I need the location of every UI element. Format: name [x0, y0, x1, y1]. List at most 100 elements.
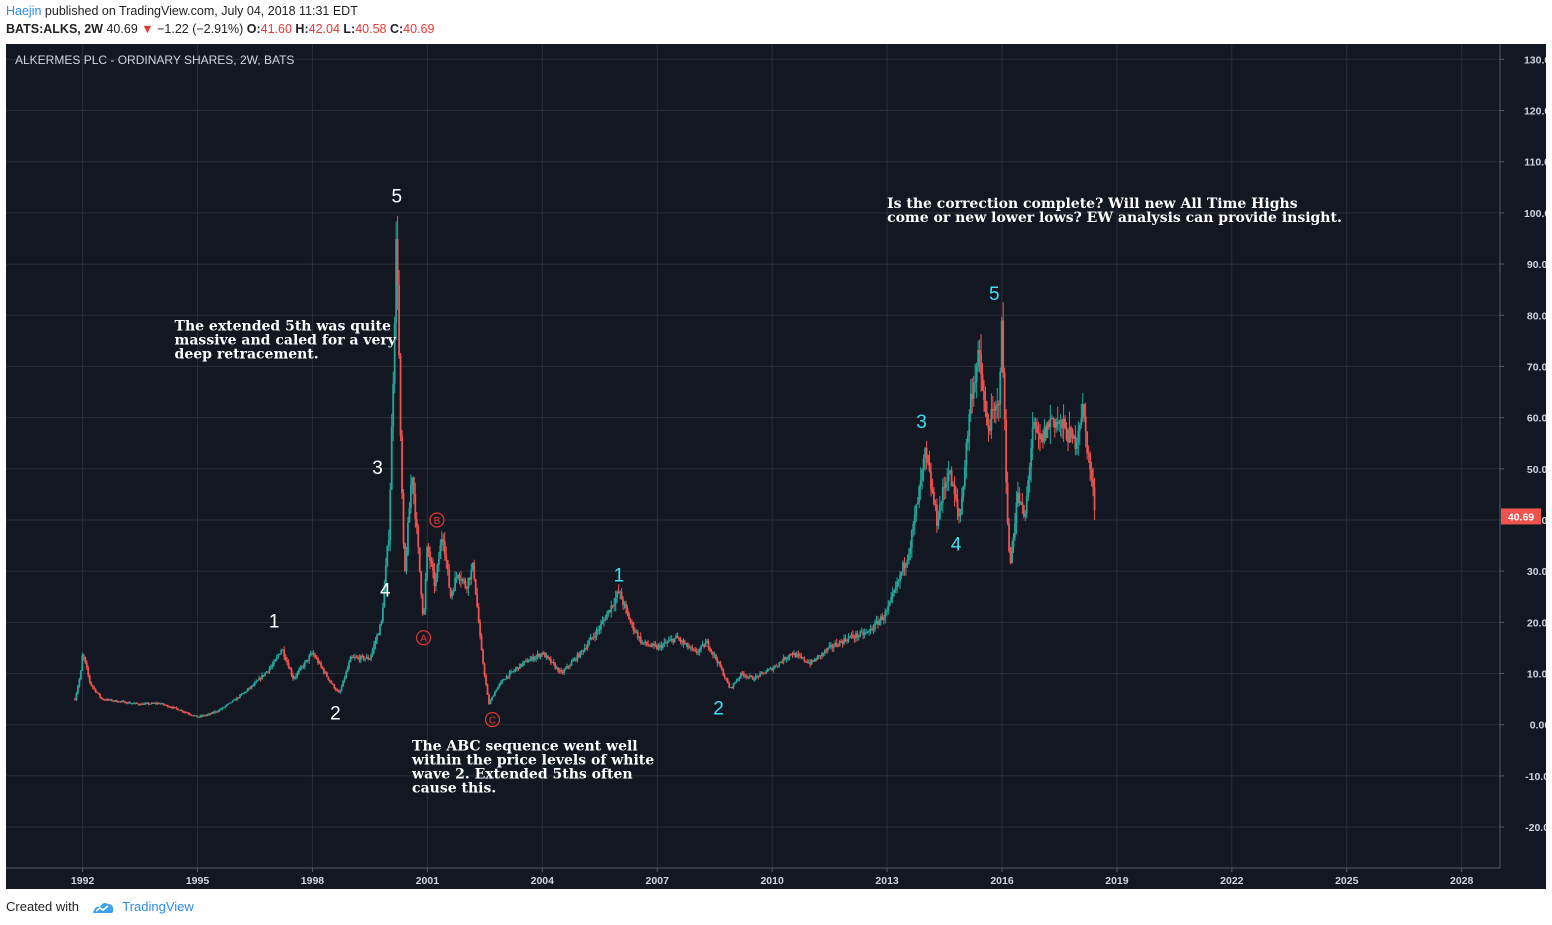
candle-body: [1056, 422, 1059, 424]
candle-body: [1039, 433, 1041, 440]
candle-body: [250, 685, 253, 688]
candle-body: [787, 657, 789, 659]
candle-body: [577, 654, 580, 658]
candle-body: [468, 577, 471, 580]
candle-body: [299, 667, 302, 670]
candle-body: [77, 686, 79, 694]
candle-body: [159, 703, 162, 705]
candle-body: [769, 668, 772, 670]
candle-body: [476, 594, 479, 607]
candle-body: [482, 650, 484, 664]
candle-body: [474, 578, 477, 595]
candle-body: [1022, 505, 1025, 517]
candle-body: [130, 703, 132, 705]
candle-body: [112, 700, 115, 702]
abc-circle: [429, 512, 445, 528]
candle-body: [440, 539, 443, 546]
candle-body: [969, 393, 972, 415]
candle-body: [326, 672, 328, 677]
candle-body: [330, 681, 333, 684]
x-tick-label: 2001: [416, 875, 440, 887]
candle-body: [409, 485, 412, 509]
candle-body: [570, 661, 573, 666]
last-price-tag: 40.69: [1501, 508, 1541, 525]
candle-body: [228, 702, 231, 704]
candle-body: [74, 699, 76, 701]
candle-body: [349, 657, 352, 663]
y-tick-label: 30.00: [1527, 566, 1546, 578]
candle-body: [292, 675, 294, 679]
price-chart[interactable]: 130.00120.00110.00100.0090.0080.0070.006…: [6, 44, 1546, 889]
candle-body: [184, 712, 187, 714]
y-tick-label: -10.00: [1525, 771, 1546, 783]
candle-body: [993, 409, 996, 411]
candle-body: [225, 704, 228, 707]
chart-background: [6, 44, 1546, 889]
abc-label: C: [489, 716, 496, 727]
candle-body: [857, 635, 860, 638]
annotation-line: wave 2. Extended 5ths often: [411, 766, 633, 782]
candle-body: [296, 672, 299, 676]
candle-body: [670, 639, 673, 641]
candle-body: [582, 650, 585, 652]
candle-body: [1028, 467, 1031, 481]
candle-body: [803, 657, 806, 661]
candle-body: [222, 707, 225, 709]
tradingview-link[interactable]: TradingView: [122, 899, 194, 914]
candle-body: [216, 711, 219, 713]
candle-body: [885, 610, 888, 612]
candle-body: [358, 657, 361, 661]
candle-body: [356, 657, 359, 659]
candle-body: [119, 701, 122, 703]
candle-body: [642, 642, 645, 644]
candle-body: [1047, 422, 1050, 428]
candle-body: [661, 644, 664, 649]
candle-body: [538, 654, 540, 657]
candle-body: [930, 471, 932, 489]
candle-body: [219, 709, 222, 711]
candle-body: [539, 653, 542, 657]
candle-body: [149, 703, 151, 705]
candle-body: [315, 657, 318, 659]
candle-body: [822, 653, 825, 655]
candle-body: [206, 714, 209, 716]
y-tick-label: 130.00: [1524, 54, 1546, 66]
candle-body: [1055, 422, 1058, 428]
candle-body: [311, 653, 314, 655]
candle-body: [697, 651, 700, 653]
candle-body: [511, 671, 514, 673]
candle-body: [152, 702, 154, 704]
candle-body: [741, 672, 744, 674]
low-label: L:: [343, 22, 356, 36]
candle-body: [569, 665, 571, 667]
candle-body: [514, 669, 517, 671]
candle-body: [829, 644, 832, 646]
candle-body: [772, 667, 775, 671]
author-link[interactable]: Haejin: [6, 4, 42, 18]
candle-body: [731, 687, 733, 689]
candle-body: [318, 662, 321, 664]
candle-body: [809, 662, 812, 665]
candle-body: [1068, 427, 1071, 443]
candle-body: [523, 661, 526, 663]
abc-label: B: [434, 516, 441, 527]
candle-body: [387, 539, 390, 546]
candle-body: [208, 713, 210, 715]
candle-body: [247, 687, 250, 690]
candle-body: [900, 572, 903, 575]
candle-body: [669, 639, 672, 641]
price-change: −1.22 (−2.91%): [157, 22, 244, 36]
candle-body: [922, 458, 925, 470]
candle-body: [110, 699, 113, 701]
candle-body: [412, 477, 415, 494]
candle-body: [723, 675, 726, 678]
candle-body: [317, 658, 319, 664]
candle-body: [1081, 404, 1084, 419]
candle-body: [832, 646, 835, 648]
candle-body: [854, 633, 857, 639]
annotation-line: within the price levels of white: [411, 752, 654, 768]
candle-body: [486, 684, 489, 695]
candle-body: [258, 677, 261, 681]
candle-body: [770, 668, 773, 671]
time-axis[interactable]: 1992 1995 1998 2001 2004 2007 2010 2013 2016 2019…: [71, 868, 1474, 887]
